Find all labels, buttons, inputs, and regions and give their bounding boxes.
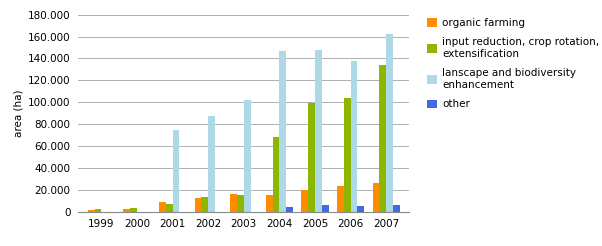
Bar xyxy=(379,65,386,212)
Bar xyxy=(231,194,237,212)
Bar xyxy=(130,208,137,212)
Bar xyxy=(393,205,400,212)
Bar xyxy=(88,210,95,212)
Bar xyxy=(308,103,315,212)
Bar xyxy=(273,137,279,212)
Bar xyxy=(266,195,273,212)
Bar xyxy=(173,130,179,212)
Bar xyxy=(244,100,250,212)
Bar xyxy=(358,206,364,212)
Legend: organic farming, input reduction, crop rotation,
extensification, lanscape and b: organic farming, input reduction, crop r… xyxy=(424,16,601,111)
Bar xyxy=(237,195,244,212)
Bar xyxy=(350,61,358,212)
Bar xyxy=(286,207,293,212)
Y-axis label: area (ha): area (ha) xyxy=(14,89,24,137)
Bar xyxy=(322,205,329,212)
Bar xyxy=(344,98,350,212)
Bar xyxy=(315,50,322,212)
Bar xyxy=(202,197,208,212)
Bar xyxy=(337,186,344,212)
Bar xyxy=(302,190,308,212)
Bar xyxy=(159,202,166,212)
Bar xyxy=(166,204,173,212)
Bar xyxy=(194,199,202,212)
Bar xyxy=(123,209,130,212)
Bar xyxy=(95,209,101,212)
Bar xyxy=(373,183,379,212)
Bar xyxy=(279,51,286,212)
Bar xyxy=(386,34,393,212)
Bar xyxy=(208,116,215,212)
